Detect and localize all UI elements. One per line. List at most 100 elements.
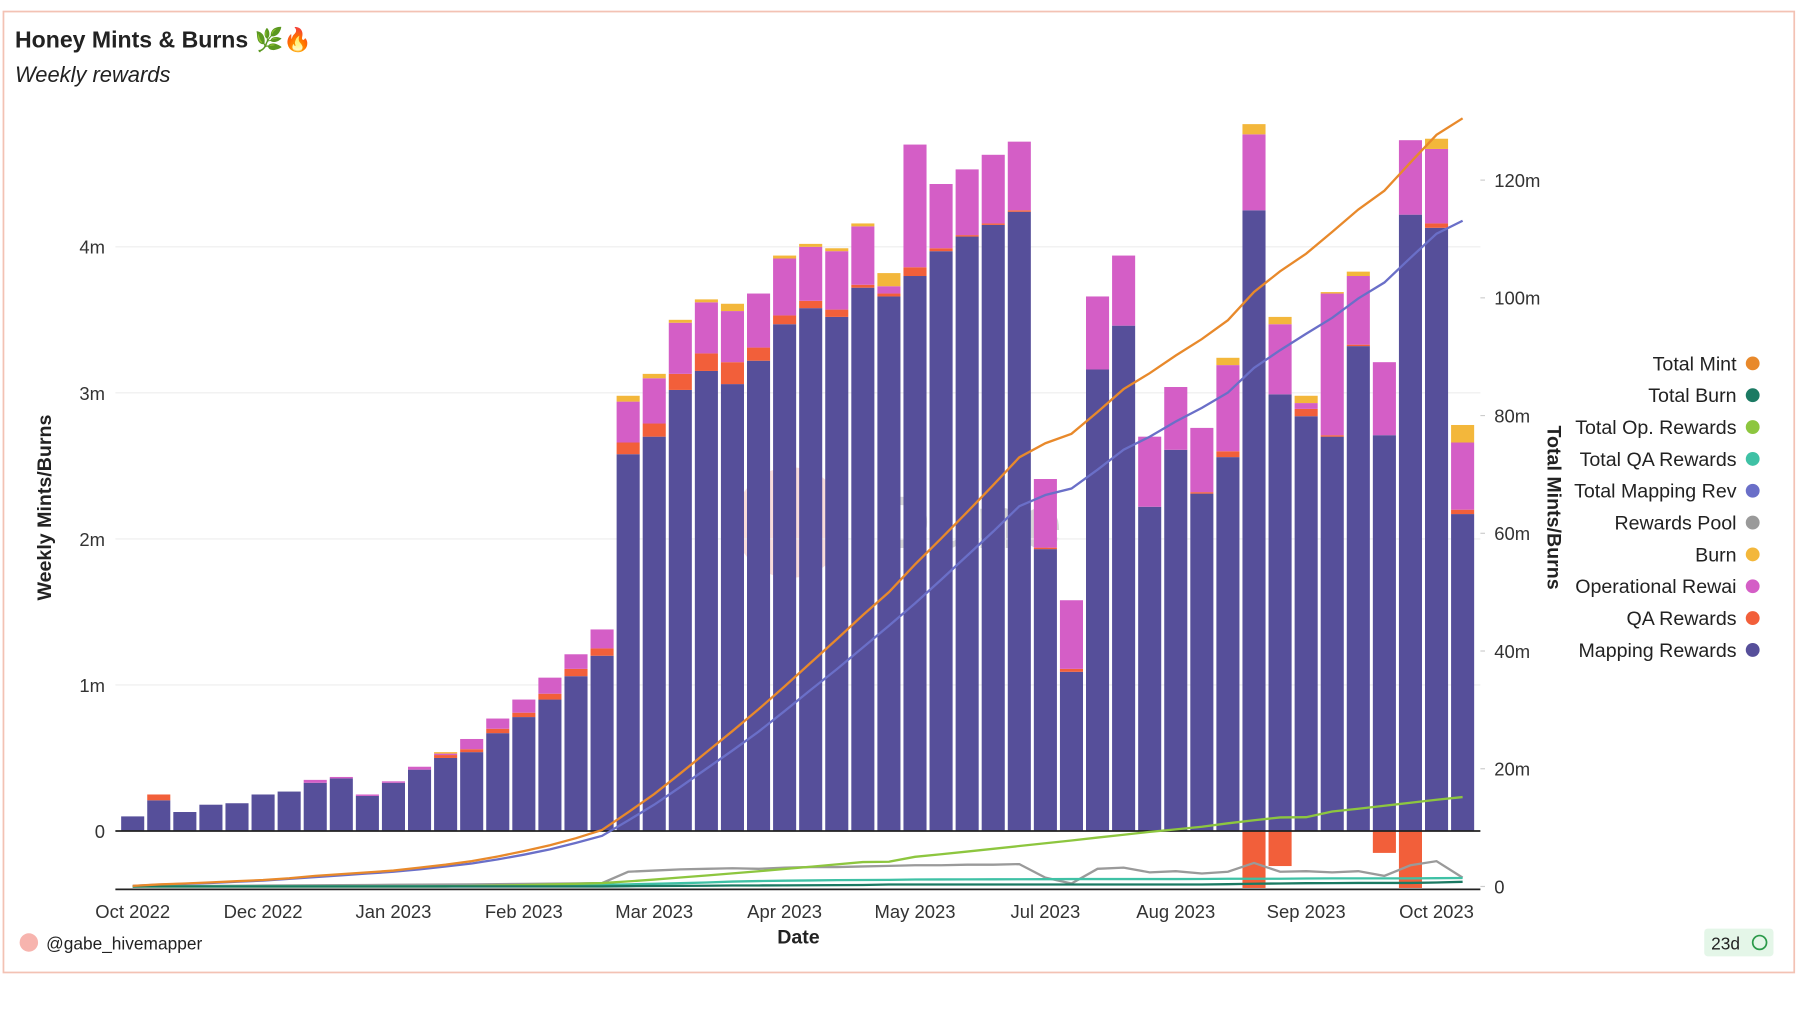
bar xyxy=(1268,830,1292,867)
y2-axis-title: Total Mints/Burns xyxy=(1542,426,1564,590)
legend-label: Operational Rewai xyxy=(1575,576,1736,598)
bar xyxy=(1138,436,1162,507)
bar xyxy=(877,273,901,287)
bar xyxy=(590,629,614,649)
bar xyxy=(929,248,953,252)
bar xyxy=(694,370,718,831)
bar xyxy=(1242,124,1266,135)
x-tick-label: Jul 2023 xyxy=(1011,901,1081,922)
y-axis-title: Weekly Mints/Burns xyxy=(34,415,56,601)
line xyxy=(132,219,1464,888)
bar xyxy=(773,258,797,316)
bar xyxy=(668,322,692,374)
bar xyxy=(590,655,614,831)
bar xyxy=(1242,830,1266,888)
bar xyxy=(538,693,562,700)
bar xyxy=(1294,416,1318,831)
x-tick-label: Jan 2023 xyxy=(356,901,432,922)
bar xyxy=(981,223,1005,225)
bar xyxy=(1216,357,1240,366)
bar xyxy=(1086,369,1110,831)
x-tick-label: Oct 2023 xyxy=(1399,901,1474,922)
bar xyxy=(512,712,536,718)
bar xyxy=(381,782,405,831)
y2-tick-label: 100m xyxy=(1494,288,1540,309)
bar xyxy=(538,699,562,831)
bar xyxy=(564,654,588,669)
bar xyxy=(642,423,666,437)
legend-swatch xyxy=(1745,515,1760,530)
bar xyxy=(486,728,510,734)
bar xyxy=(147,800,171,831)
bar xyxy=(1164,387,1188,450)
bar xyxy=(955,169,979,236)
bar xyxy=(1086,296,1110,370)
legend-label: Rewards Pool xyxy=(1614,512,1736,534)
bar xyxy=(408,769,432,831)
bar xyxy=(799,308,823,831)
bar xyxy=(1007,210,1031,212)
bar xyxy=(225,803,249,831)
bar xyxy=(1294,408,1318,417)
x-tick-label: Feb 2023 xyxy=(485,901,563,922)
legend-label: Total Op. Rewards xyxy=(1575,417,1737,439)
chart-subtitle: Weekly rewards xyxy=(15,62,170,87)
bar xyxy=(1242,134,1266,211)
bar xyxy=(1398,830,1422,888)
bar xyxy=(1242,210,1266,831)
bar xyxy=(981,154,1005,224)
bar xyxy=(434,757,458,831)
bar xyxy=(1346,271,1370,277)
bar xyxy=(1059,668,1083,672)
bar xyxy=(381,781,405,783)
bar xyxy=(773,255,797,259)
bar xyxy=(851,287,875,831)
y2-tick-label: 40m xyxy=(1494,641,1530,662)
y-tick-label: 2m xyxy=(79,529,105,550)
bar xyxy=(512,699,536,713)
bar xyxy=(981,224,1005,831)
bar xyxy=(1346,344,1370,347)
y-tick-label: 0 xyxy=(95,821,105,842)
bar xyxy=(486,718,510,729)
legend-swatch xyxy=(1745,643,1760,657)
bar xyxy=(355,794,379,796)
legend-label: Total Mint xyxy=(1653,353,1737,375)
bar xyxy=(1372,362,1396,436)
bar xyxy=(616,401,640,443)
bar xyxy=(434,755,458,758)
bar xyxy=(668,389,692,831)
author[interactable]: @gabe_hivemapper xyxy=(46,933,202,953)
y-tick-label: 3m xyxy=(79,383,105,404)
legend-label: QA Rewards xyxy=(1626,608,1736,630)
bar xyxy=(642,378,666,424)
line xyxy=(132,880,1463,888)
bar xyxy=(1372,830,1396,853)
bar xyxy=(277,791,301,831)
bar xyxy=(251,794,275,831)
bar xyxy=(329,778,353,831)
bar xyxy=(173,812,197,831)
bar xyxy=(1059,671,1083,831)
bar xyxy=(564,668,588,677)
bar xyxy=(799,300,823,309)
x-tick-label: May 2023 xyxy=(875,901,956,922)
bar xyxy=(642,436,666,831)
bar xyxy=(1320,292,1344,294)
bar xyxy=(1372,435,1396,831)
line xyxy=(132,117,1464,888)
age-text: 23d xyxy=(1711,933,1740,953)
bar xyxy=(1164,449,1188,831)
x-axis-title: Date xyxy=(777,927,820,949)
author-avatar xyxy=(19,933,39,952)
bar xyxy=(1398,140,1422,215)
age-icon xyxy=(1751,934,1768,951)
bar xyxy=(147,794,171,801)
bar xyxy=(642,373,666,379)
x-tick-label: Dec 2022 xyxy=(224,901,303,922)
bar xyxy=(460,738,484,750)
bar xyxy=(747,293,771,348)
bar xyxy=(694,302,718,354)
bar xyxy=(1451,509,1475,515)
bar xyxy=(512,717,536,831)
